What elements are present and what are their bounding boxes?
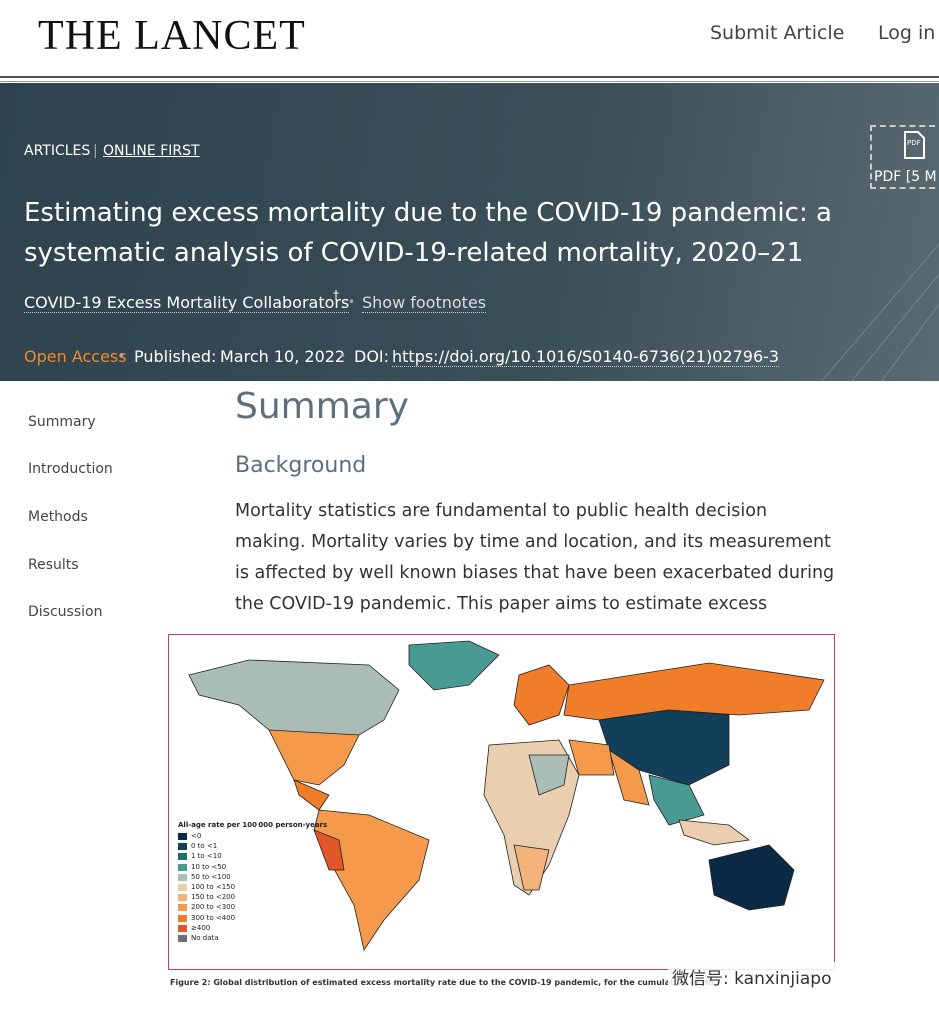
doi-label: DOI:	[354, 347, 390, 366]
legend-label: 1 to <10	[191, 852, 222, 861]
subheading: Background	[235, 453, 367, 478]
legend-swatch	[178, 863, 187, 871]
published-label: Published:	[134, 347, 217, 366]
legend-label: 150 to <200	[191, 893, 236, 902]
legend-label: 50 to <100	[191, 872, 231, 881]
pdf-button[interactable]: PDF PDF [5 M	[870, 125, 939, 189]
legend-swatch	[178, 833, 187, 840]
legend-swatch	[178, 935, 187, 942]
nav-link[interactable]: Summary	[28, 414, 96, 430]
legend-swatch	[178, 884, 187, 891]
login-link[interactable]: Log in	[878, 22, 936, 44]
legend-label: 200 to <300	[191, 903, 236, 912]
legend-title: All-age rate per 100 000 person-years	[178, 821, 328, 829]
legend-swatch	[178, 853, 187, 861]
subsection-link[interactable]: ONLINE FIRST	[103, 143, 200, 159]
legend-label: 10 to <50	[191, 862, 227, 871]
svg-text:PDF: PDF	[907, 139, 921, 147]
figure-caption: Figure 2: Global distribution of estimat…	[170, 978, 714, 987]
legend-label: 100 to <150	[191, 883, 236, 891]
legend-label: <0	[191, 832, 202, 840]
footnotes-link[interactable]: Show footnotes	[362, 293, 487, 313]
paragraph-line: the COVID-19 pandemic. This paper aims t…	[235, 594, 768, 614]
logo[interactable]: THE LANCET	[38, 13, 306, 59]
legend-swatch	[178, 843, 187, 851]
section-heading: Summary	[235, 386, 409, 427]
legend-label: No data	[191, 934, 219, 942]
dagger: †	[333, 288, 339, 302]
legend-swatch	[178, 894, 187, 902]
paragraph-line: Mortality statistics are fundamental to …	[235, 501, 768, 521]
paragraph-line: is affected by well known biases that ha…	[235, 563, 835, 583]
banner: ARTICLES | ONLINE FIRST PDF PDF [5 M Est…	[0, 83, 939, 381]
open-access: Open Access	[24, 347, 127, 366]
submit-link[interactable]: Submit Article	[710, 22, 845, 44]
doi-link[interactable]: https://doi.org/10.1016/S0140-6736(21)02…	[392, 347, 780, 367]
separator: |	[93, 143, 98, 159]
divider	[0, 76, 939, 82]
nav-link[interactable]: Introduction	[28, 461, 113, 477]
authors-link[interactable]: COVID-19 Excess Mortality Collaborators	[24, 293, 350, 313]
watermark: 微信号: kanxinjiapo	[668, 962, 836, 991]
legend-label: 300 to <400	[191, 913, 236, 922]
legend-swatch	[178, 873, 187, 881]
separator: •	[348, 295, 356, 309]
world-map	[188, 640, 825, 952]
separator: •	[339, 349, 347, 363]
pdf-icon: PDF	[904, 131, 925, 159]
decoration	[821, 243, 939, 381]
nav-link[interactable]: Methods	[28, 509, 88, 525]
nav-link[interactable]: Discussion	[28, 604, 103, 620]
paragraph-line: making. Mortality varies by time and loc…	[235, 532, 831, 552]
separator: •	[118, 349, 126, 363]
legend-swatch	[178, 904, 187, 912]
published-date: March 10, 2022	[220, 347, 346, 366]
nav-link[interactable]: Results	[28, 557, 79, 573]
article-title: Estimating excess mortality due to the C…	[24, 198, 832, 268]
section-label: ARTICLES	[24, 143, 91, 159]
figure: All-age rate per 100 000 person-years <0…	[168, 634, 835, 970]
legend-label: ≥400	[191, 923, 211, 932]
legend-swatch	[178, 914, 187, 922]
legend-swatch	[178, 924, 187, 932]
pdf-label[interactable]: PDF [5 M	[874, 169, 937, 185]
legend-label: 0 to <1	[191, 842, 218, 851]
